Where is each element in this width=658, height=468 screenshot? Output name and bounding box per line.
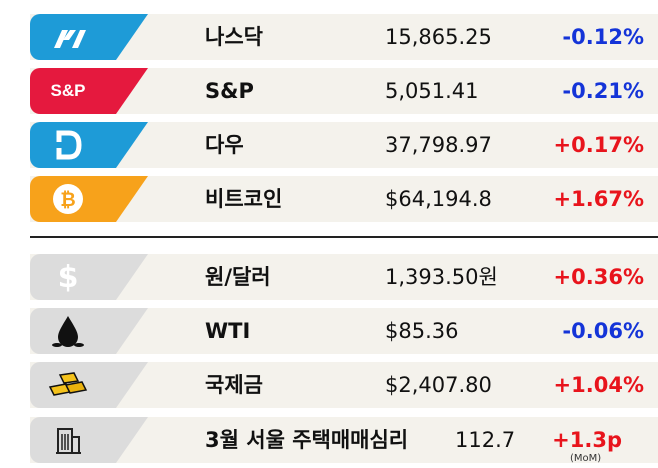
dow-icon — [36, 125, 100, 165]
market-row-bitcoin: ₿ 비트코인 $64,194.8 +1.67% — [30, 176, 658, 222]
market-name: WTI — [205, 319, 251, 343]
market-change: -0.06% — [562, 319, 644, 343]
section-divider — [30, 236, 658, 238]
market-name: S&P — [205, 79, 254, 103]
market-row-gold: 국제금 $2,407.80 +1.04% — [30, 362, 658, 408]
dollar-icon: $ — [57, 259, 79, 295]
market-change: +1.67% — [553, 187, 644, 211]
market-row-sp: S&P S&P 5,051.41 -0.21% — [30, 68, 658, 114]
market-row-housing: 3월 서울 주택매매심리 112.7 +1.3p (MoM) — [30, 417, 658, 464]
market-value: $2,407.80 — [385, 373, 492, 397]
svg-text:₿: ₿ — [60, 189, 75, 211]
market-value: $64,194.8 — [385, 187, 492, 211]
market-name: 국제금 — [205, 373, 263, 397]
change-period-note: (MoM) — [570, 453, 602, 464]
sp-logo: S&P — [50, 81, 86, 100]
market-change: -0.21% — [562, 79, 644, 103]
market-row-nasdaq: 나스닥 15,865.25 -0.12% — [30, 14, 658, 60]
market-name: 원/달러 — [205, 265, 271, 289]
market-name: 나스닥 — [205, 25, 263, 49]
nasdaq-icon — [36, 17, 100, 57]
market-name: 3월 서울 주택매매심리 — [205, 428, 409, 452]
market-row-krw-usd: $ 원/달러 1,393.50원 +0.36% — [30, 254, 658, 300]
market-row-wti: WTI $85.36 -0.06% — [30, 308, 658, 354]
market-value: 37,798.97 — [385, 133, 492, 157]
market-change: +0.17% — [553, 133, 644, 157]
market-change: +0.36% — [553, 265, 644, 289]
market-change: +1.04% — [553, 373, 644, 397]
market-name: 다우 — [205, 133, 244, 157]
bitcoin-icon: ₿ — [36, 179, 100, 219]
market-value: 112.7 — [455, 428, 516, 452]
market-value: 1,393.50원 — [385, 265, 498, 289]
market-value: 5,051.41 — [385, 79, 479, 103]
market-value: $85.36 — [385, 319, 459, 343]
building-icon — [36, 420, 100, 460]
market-name: 비트코인 — [205, 187, 283, 211]
oil-drop-icon — [36, 311, 100, 351]
market-change: -0.12% — [562, 25, 644, 49]
market-change: +1.3p — [552, 428, 622, 452]
market-value: 15,865.25 — [385, 25, 492, 49]
market-row-dow: 다우 37,798.97 +0.17% — [30, 122, 658, 168]
gold-bars-icon — [36, 365, 100, 405]
